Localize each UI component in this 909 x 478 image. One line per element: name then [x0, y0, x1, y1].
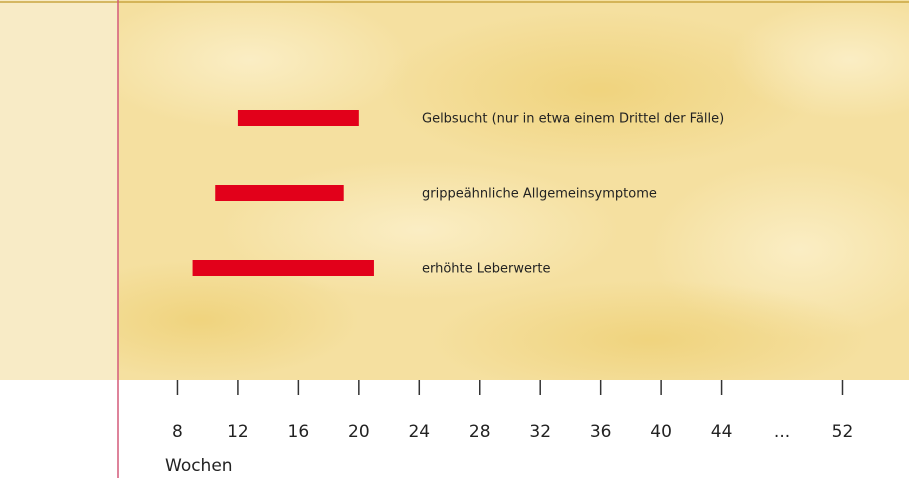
plot-background [118, 0, 909, 380]
x-tick-label: 20 [348, 422, 370, 442]
x-tick-label: 24 [408, 422, 430, 442]
x-tick-label: ... [774, 422, 790, 442]
category-label: grippeähnliche Allgemeinsymptome [422, 187, 657, 202]
category-label: Gelbsucht (nur in etwa einem Drittel der… [422, 112, 724, 127]
x-tick-label: 44 [711, 422, 733, 442]
range-bar [192, 260, 374, 276]
category-label: erhöhte Leberwerte [422, 262, 550, 277]
left-panel [0, 0, 118, 380]
x-tick-label: 32 [529, 422, 551, 442]
x-tick-label: 52 [832, 422, 854, 442]
x-tick-label: 12 [227, 422, 249, 442]
x-axis-label: Wochen [165, 456, 233, 476]
x-tick-label: 28 [469, 422, 491, 442]
x-tick-label: 40 [650, 422, 672, 442]
x-tick-label: 36 [590, 422, 612, 442]
x-tick-label: 8 [172, 422, 183, 442]
range-bar [237, 110, 359, 126]
range-bar [215, 185, 344, 201]
x-tick-label: 16 [288, 422, 310, 442]
